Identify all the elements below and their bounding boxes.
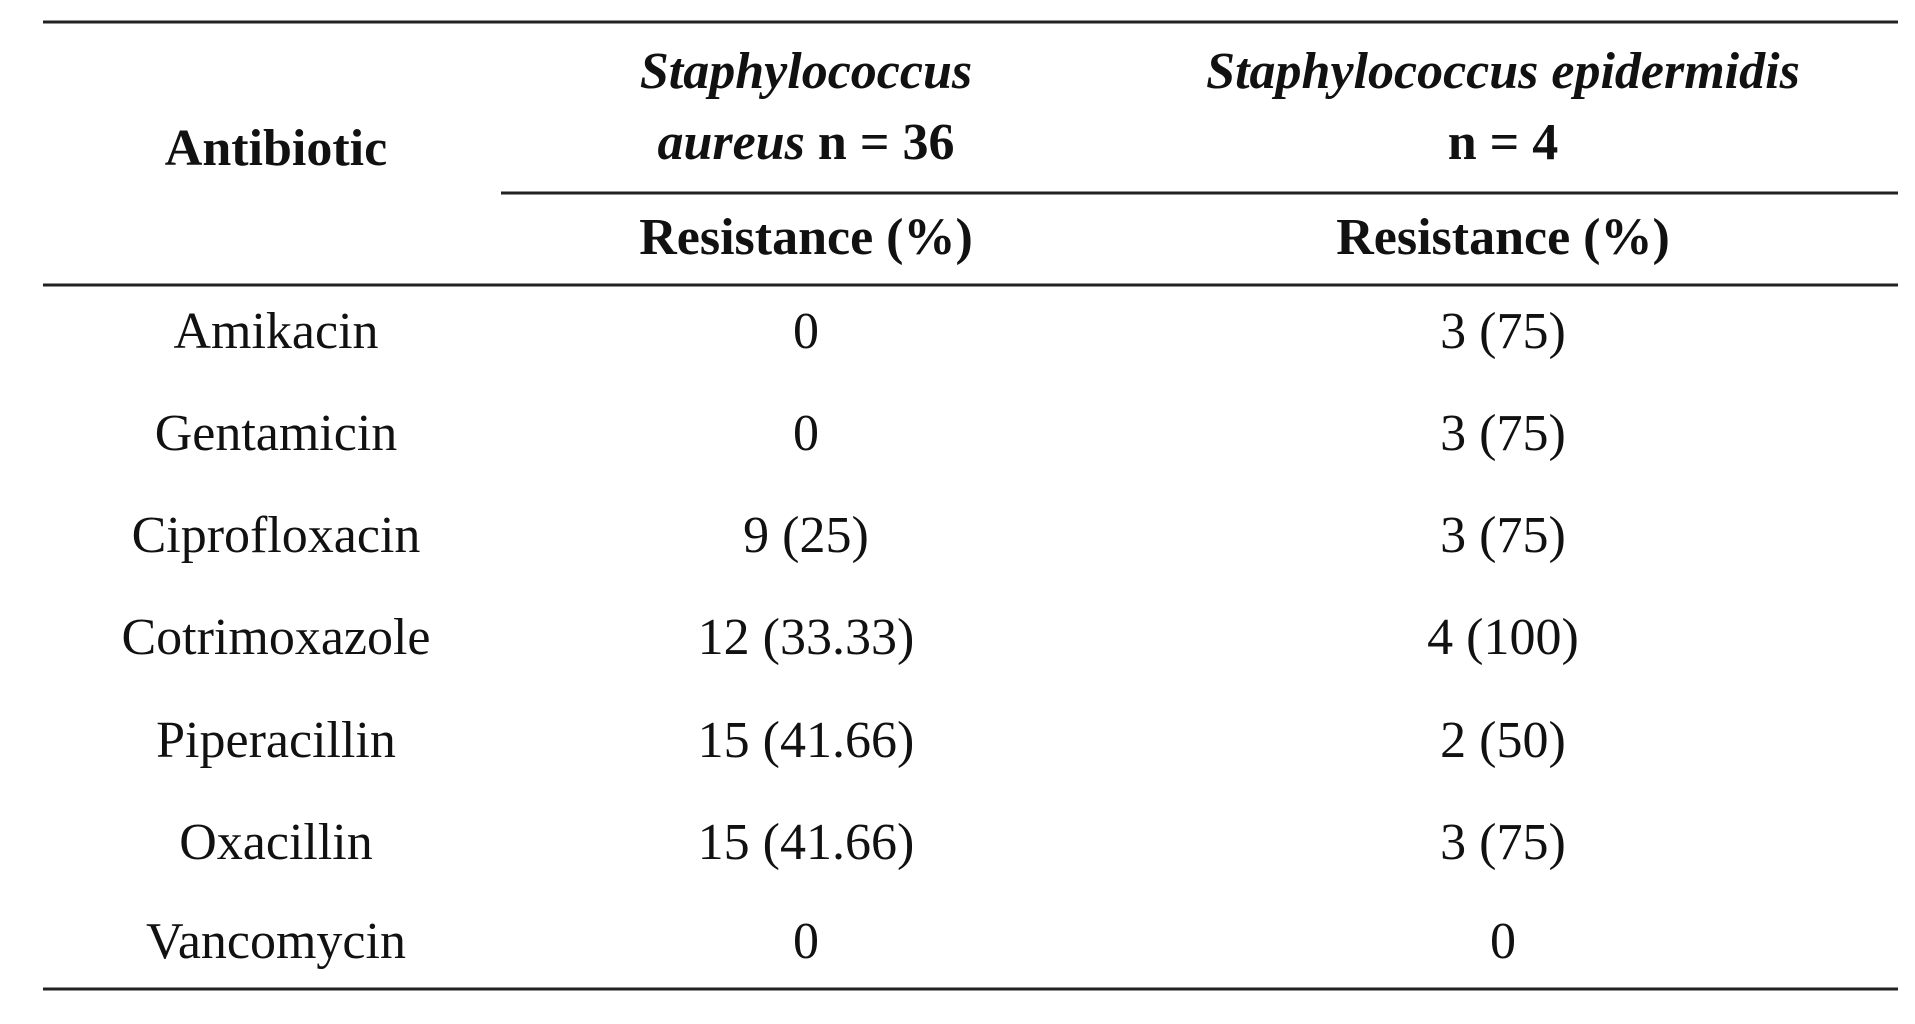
- antibiotic-name: Cotrimoxazole: [121, 609, 430, 666]
- resistance-value: 3 (75): [1440, 405, 1566, 462]
- column-header: Staphylococcus: [640, 43, 972, 100]
- subheader: Resistance (%): [1336, 209, 1670, 266]
- resistance-value: 3 (75): [1440, 507, 1566, 564]
- column-header: Antibiotic: [165, 120, 387, 177]
- resistance-value: 4 (100): [1427, 609, 1579, 666]
- antibiotic-name: Ciprofloxacin: [132, 507, 421, 564]
- resistance-value: 3 (75): [1440, 303, 1566, 360]
- resistance-value: 15 (41.66): [698, 814, 915, 871]
- antibiotic-name: Vancomycin: [146, 913, 406, 970]
- column-header: aureus n = 36: [658, 114, 955, 171]
- antibiotic-name: Gentamicin: [155, 405, 398, 462]
- sample-size: n = 4: [1448, 114, 1559, 171]
- organism-name: aureus: [658, 114, 805, 171]
- antibiotic-name: Piperacillin: [156, 712, 396, 769]
- sample-size: n = 36: [818, 114, 955, 171]
- resistance-value: 2 (50): [1440, 712, 1566, 769]
- organism-name: Staphylococcus epidermidis: [1206, 43, 1800, 100]
- column-header: Staphylococcus epidermidis: [1206, 43, 1800, 100]
- organism-name: Staphylococcus: [640, 43, 972, 100]
- resistance-value: 0: [793, 405, 819, 462]
- antibiotic-name: Oxacillin: [179, 814, 373, 871]
- resistance-value: 0: [793, 303, 819, 360]
- resistance-value: 3 (75): [1440, 814, 1566, 871]
- resistance-value: 0: [1490, 913, 1516, 970]
- antibiotic-name: Amikacin: [173, 303, 378, 360]
- resistance-value: 0: [793, 913, 819, 970]
- resistance-value: 15 (41.66): [698, 712, 915, 769]
- resistance-value: 12 (33.33): [698, 609, 915, 666]
- resistance-value: 9 (25): [743, 507, 869, 564]
- subheader: Resistance (%): [639, 209, 973, 266]
